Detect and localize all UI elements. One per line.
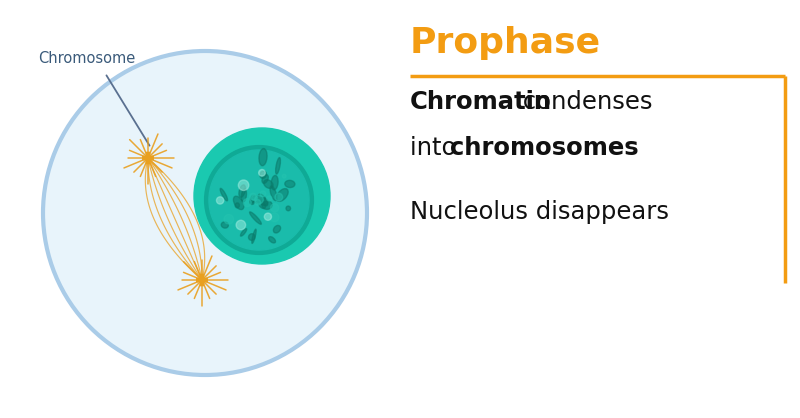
Ellipse shape — [252, 229, 256, 243]
Ellipse shape — [251, 195, 262, 204]
Circle shape — [194, 128, 330, 264]
Ellipse shape — [242, 189, 246, 202]
Circle shape — [238, 180, 249, 191]
Ellipse shape — [249, 234, 255, 240]
Ellipse shape — [261, 199, 268, 206]
Text: Chromosome: Chromosome — [38, 51, 135, 66]
Ellipse shape — [260, 171, 266, 178]
Ellipse shape — [250, 196, 256, 203]
Circle shape — [250, 193, 256, 200]
Circle shape — [217, 197, 224, 204]
Ellipse shape — [234, 196, 244, 209]
Ellipse shape — [262, 201, 272, 209]
Ellipse shape — [269, 237, 275, 243]
Ellipse shape — [250, 212, 262, 224]
Circle shape — [43, 51, 367, 375]
Text: condenses: condenses — [515, 90, 653, 114]
Text: Prophase: Prophase — [410, 26, 601, 60]
Ellipse shape — [276, 158, 281, 174]
Circle shape — [254, 195, 263, 204]
Ellipse shape — [222, 222, 228, 228]
Ellipse shape — [258, 201, 266, 209]
Ellipse shape — [286, 206, 290, 211]
Circle shape — [252, 195, 257, 201]
Circle shape — [270, 204, 278, 212]
Ellipse shape — [274, 225, 281, 233]
Circle shape — [264, 213, 271, 220]
Ellipse shape — [258, 194, 268, 206]
Text: chromosomes: chromosomes — [450, 136, 638, 160]
Text: Chromatin: Chromatin — [410, 90, 552, 114]
Circle shape — [258, 169, 266, 176]
Circle shape — [255, 199, 261, 205]
FancyBboxPatch shape — [196, 278, 208, 283]
FancyBboxPatch shape — [199, 274, 204, 286]
Ellipse shape — [259, 148, 267, 166]
Ellipse shape — [264, 180, 273, 189]
Circle shape — [243, 199, 251, 206]
Ellipse shape — [239, 185, 246, 197]
Circle shape — [266, 196, 272, 201]
Ellipse shape — [271, 176, 278, 190]
Circle shape — [205, 145, 314, 255]
Circle shape — [275, 193, 282, 201]
Ellipse shape — [270, 186, 277, 201]
Ellipse shape — [262, 175, 268, 184]
Ellipse shape — [285, 180, 295, 188]
Circle shape — [282, 174, 286, 178]
Ellipse shape — [220, 189, 227, 201]
Circle shape — [270, 213, 279, 222]
Circle shape — [224, 214, 234, 224]
Ellipse shape — [276, 189, 288, 201]
Text: into: into — [410, 136, 464, 160]
Ellipse shape — [235, 203, 239, 208]
Ellipse shape — [255, 197, 263, 202]
FancyBboxPatch shape — [146, 152, 150, 164]
Circle shape — [236, 220, 246, 230]
Circle shape — [209, 150, 309, 250]
Ellipse shape — [241, 229, 246, 236]
FancyBboxPatch shape — [142, 155, 154, 161]
Circle shape — [260, 191, 266, 197]
Ellipse shape — [250, 200, 254, 204]
Text: Nucleolus disappears: Nucleolus disappears — [410, 200, 669, 224]
